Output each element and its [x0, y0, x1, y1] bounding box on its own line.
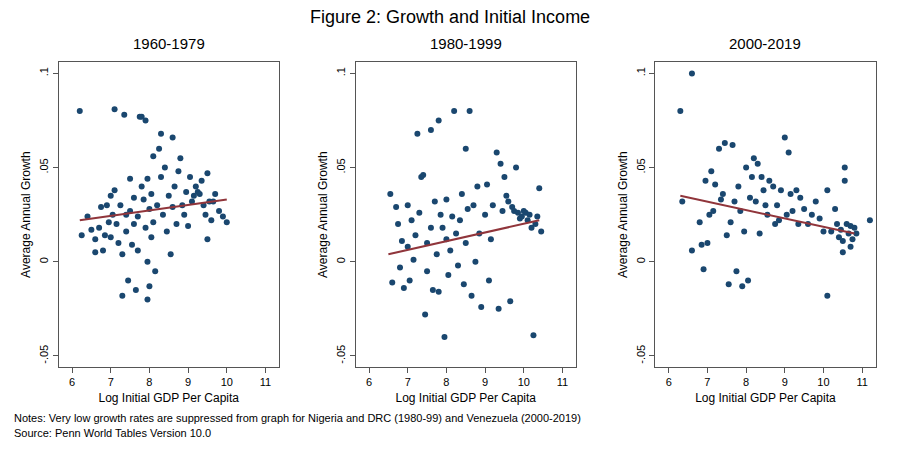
svg-text:-.05: -.05: [335, 345, 347, 364]
svg-text:-.05: -.05: [38, 345, 50, 364]
svg-text:Source: Penn World Tables Vers: Source: Penn World Tables Version 10.0: [14, 427, 211, 439]
svg-text:Average Annual Growth: Average Annual Growth: [19, 151, 33, 278]
svg-text:1960-1979: 1960-1979: [133, 35, 205, 52]
svg-text:6: 6: [666, 376, 672, 388]
svg-text:0: 0: [38, 257, 50, 263]
svg-text:.1: .1: [335, 67, 347, 76]
svg-text:Log Initial GDP Per Capita: Log Initial GDP Per Capita: [695, 391, 836, 405]
svg-text:Average Annual Growth: Average Annual Growth: [616, 151, 630, 278]
svg-text:.1: .1: [38, 67, 50, 76]
svg-text:-.05: -.05: [635, 345, 647, 364]
svg-text:7: 7: [704, 376, 710, 388]
svg-text:Notes: Very low growth rates a: Notes: Very low growth rates are suppres…: [14, 412, 581, 424]
svg-text:10: 10: [221, 376, 233, 388]
svg-text:7: 7: [405, 376, 411, 388]
svg-text:11: 11: [260, 376, 271, 388]
svg-text:9: 9: [782, 376, 788, 388]
svg-text:10: 10: [817, 376, 829, 388]
svg-text:0: 0: [335, 257, 347, 263]
svg-text:6: 6: [69, 376, 75, 388]
svg-text:.05: .05: [38, 158, 50, 173]
svg-text:11: 11: [856, 376, 867, 388]
svg-text:.05: .05: [335, 158, 347, 173]
svg-text:.1: .1: [635, 67, 647, 76]
svg-text:6: 6: [366, 376, 372, 388]
svg-text:Log Initial GDP Per Capita: Log Initial GDP Per Capita: [395, 391, 536, 405]
svg-text:Average Annual Growth: Average Annual Growth: [316, 151, 330, 278]
svg-text:9: 9: [185, 376, 191, 388]
svg-text:11: 11: [557, 376, 568, 388]
svg-text:Figure 2: Growth and Initial I: Figure 2: Growth and Initial Income: [310, 7, 590, 27]
svg-text:1980-1999: 1980-1999: [430, 35, 502, 52]
svg-text:0: 0: [635, 257, 647, 263]
svg-text:9: 9: [482, 376, 488, 388]
svg-text:Log Initial GDP Per Capita: Log Initial GDP Per Capita: [98, 391, 239, 405]
svg-text:.05: .05: [635, 158, 647, 173]
svg-text:10: 10: [518, 376, 530, 388]
svg-text:8: 8: [146, 376, 152, 388]
svg-text:7: 7: [108, 376, 114, 388]
svg-text:8: 8: [443, 376, 449, 388]
svg-text:2000-2019: 2000-2019: [729, 35, 801, 52]
svg-text:8: 8: [743, 376, 749, 388]
